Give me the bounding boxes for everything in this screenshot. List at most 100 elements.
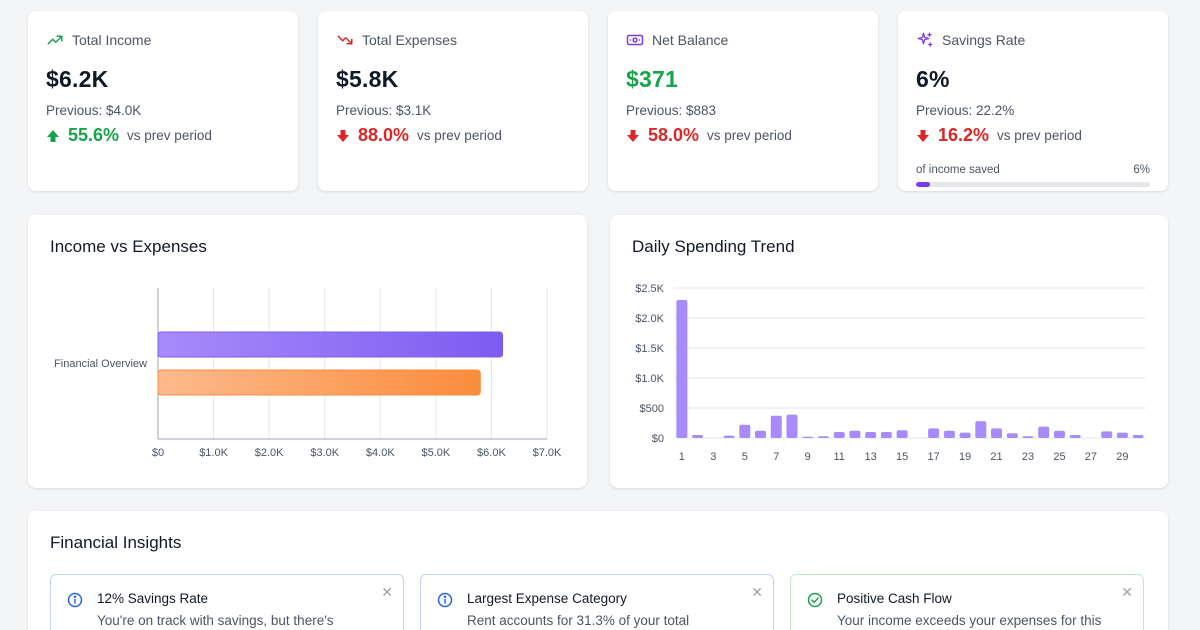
day-bar — [1069, 435, 1081, 438]
insight-title: 12% Savings Rate — [97, 591, 209, 606]
stat-previous: Previous: 22.2% — [916, 103, 1015, 118]
stat-change-suffix: vs prev period — [127, 128, 212, 143]
financial-insights-card: Financial Insights ✕ 12% Savings Rate Yo… — [28, 511, 1168, 630]
x-tick-label: 21 — [990, 451, 1002, 463]
day-bar — [817, 436, 829, 438]
day-bar — [880, 432, 892, 438]
day-bar — [975, 421, 987, 438]
x-tick-label: $3.0K — [310, 447, 339, 459]
trending-up-icon — [47, 35, 63, 45]
stat-previous: Previous: $4.0K — [46, 103, 142, 118]
x-tick-label: 29 — [1116, 451, 1128, 463]
insight-text: You're on track with savings, but there'… — [97, 613, 334, 628]
y-tick-label: $500 — [640, 403, 664, 415]
x-tick-label: $5.0K — [421, 447, 450, 459]
x-tick-label: 1 — [679, 451, 685, 463]
x-tick-label: 11 — [833, 451, 844, 463]
stat-change-suffix: vs prev period — [707, 128, 792, 143]
day-bar — [943, 430, 955, 438]
stat-change-suffix: vs prev period — [997, 128, 1082, 143]
y-category-label: Financial Overview — [54, 358, 147, 370]
x-tick-label: 9 — [805, 451, 811, 463]
day-bar — [676, 300, 688, 438]
x-tick-label: 19 — [959, 451, 971, 463]
check-circle-icon — [807, 592, 823, 608]
stat-previous: Previous: $3.1K — [336, 103, 432, 118]
x-tick-label: $0 — [152, 447, 164, 459]
daily-spending-card: Daily Spending Trend $0 $500 $1.0K $1.5K $2.… — [610, 215, 1168, 488]
day-bar — [692, 435, 704, 438]
day-bar — [896, 430, 908, 438]
x-tick-label: 25 — [1053, 451, 1065, 463]
x-tick-label: 7 — [773, 451, 779, 463]
insight-card: ✕ Positive Cash Flow Your income exceeds… — [790, 574, 1144, 630]
x-tick-label: $4.0K — [366, 447, 395, 459]
stat-change-percent: 16.2% — [938, 125, 990, 145]
day-bar — [802, 436, 814, 438]
day-bar — [865, 432, 877, 438]
info-icon — [437, 592, 453, 608]
insight-title: Largest Expense Category — [467, 591, 627, 606]
chart-title: Income vs Expenses — [50, 237, 207, 256]
day-bar — [1022, 436, 1034, 438]
stat-value: $6.2K — [46, 66, 109, 92]
chart-title: Daily Spending Trend — [632, 237, 795, 256]
day-bar — [755, 430, 767, 438]
x-tick-label: $7.0K — [533, 447, 562, 459]
x-tick-label: 27 — [1085, 451, 1097, 463]
y-tick-label: $1.0K — [635, 373, 664, 385]
x-tick-label: 17 — [927, 451, 939, 463]
close-icon[interactable]: ✕ — [751, 584, 763, 600]
y-tick-label: $2.0K — [635, 313, 664, 325]
x-tick-label: 23 — [1022, 451, 1034, 463]
day-bar — [959, 432, 971, 438]
stat-change-percent: 58.0% — [648, 125, 700, 145]
day-bar — [991, 428, 1003, 438]
x-tick-label: 15 — [896, 451, 908, 463]
y-tick-label: $0 — [652, 433, 664, 445]
insight-card: ✕ 12% Savings Rate You're on track with … — [50, 574, 404, 630]
progress-value: 6% — [1133, 164, 1150, 176]
stat-title: Total Expenses — [362, 32, 457, 48]
day-bar — [1116, 432, 1128, 438]
daily-spending-chart: $0$500$1.0K$1.5K$2.0K$2.5K1 3 5 7 9 11 13 15 17 1… — [635, 283, 1146, 463]
stat-title: Savings Rate — [942, 32, 1026, 48]
x-tick-label: $6.0K — [477, 447, 506, 459]
day-bar — [1101, 431, 1113, 438]
income-vs-expenses-chart: $0 $1.0K $2.0K $3.0K $4.0K $5.0K $6.0K $7.0K Fin… — [54, 288, 562, 459]
x-tick-label: 3 — [710, 451, 716, 463]
stat-value: $371 — [626, 66, 678, 92]
stat-card-net-balance: Net Balance $371 Previous: $883 58.0% vs… — [608, 11, 878, 191]
arrow-down-icon — [337, 129, 349, 142]
day-bar — [1006, 433, 1018, 438]
stat-previous: Previous: $883 — [626, 103, 717, 118]
stat-value: 6% — [916, 66, 950, 92]
stat-change-percent: 88.0% — [358, 125, 410, 145]
insight-card: ✕ Largest Expense Category Rent accounts… — [420, 574, 774, 630]
stat-card-total-income: Total Income $6.2K Previous: $4.0K 55.6%… — [28, 11, 298, 191]
close-icon[interactable]: ✕ — [1121, 584, 1133, 600]
trending-down-icon — [337, 35, 353, 45]
insight-text: Your income exceeds your expenses for th… — [837, 613, 1102, 628]
insight-title: Positive Cash Flow — [837, 591, 952, 606]
stat-change-percent: 55.6% — [68, 125, 120, 145]
insights-title: Financial Insights — [50, 533, 182, 552]
arrow-down-icon — [917, 129, 929, 142]
day-bar — [849, 430, 861, 438]
arrow-up-icon — [47, 129, 59, 142]
stat-title: Total Income — [72, 32, 152, 48]
close-icon[interactable]: ✕ — [381, 584, 393, 600]
stat-change-suffix: vs prev period — [417, 128, 502, 143]
savings-progress-fill — [916, 182, 931, 187]
x-tick-label: $1.0K — [199, 447, 228, 459]
income-bar — [157, 331, 504, 358]
income-vs-expenses-card: Income vs Expenses $0 $1.0K $2.0K $3.0K $4.0… — [28, 215, 587, 488]
y-tick-label: $2.5K — [635, 283, 664, 295]
x-tick-label: 13 — [865, 451, 877, 463]
x-tick-label: $2.0K — [255, 447, 284, 459]
y-tick-label: $1.5K — [635, 343, 664, 355]
day-bar — [786, 414, 798, 438]
savings-progress-bar — [916, 182, 1150, 187]
arrow-down-icon — [627, 129, 639, 142]
day-bar — [1132, 435, 1144, 438]
